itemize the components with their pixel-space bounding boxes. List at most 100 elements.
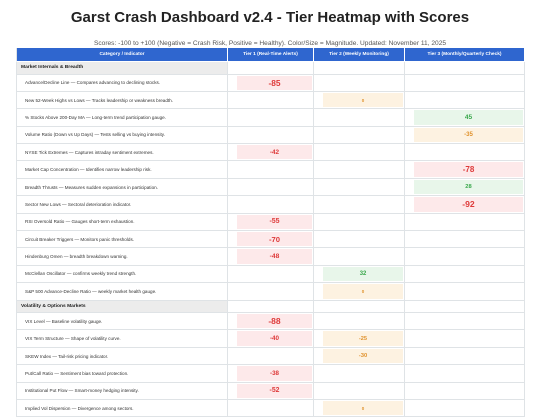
table-row: VIX Term Structure — Shape of volatility… (16, 330, 525, 348)
score-value (414, 401, 523, 415)
indicator-label: Circuit Breaker Triggers — Monitors pani… (16, 231, 228, 249)
indicator-label: Volume Ratio (Down vs Up Days) — Tests s… (16, 126, 228, 145)
score-value: -48 (237, 249, 312, 264)
score-value (237, 110, 312, 124)
score-value: -85 (237, 75, 312, 90)
table-row: NYSE Tick Extremes — Captures intraday s… (16, 144, 525, 162)
score-value: -42 (237, 145, 312, 160)
score-value (237, 180, 312, 194)
score-value (237, 197, 312, 211)
section-empty-cell (405, 300, 525, 314)
table-row: Advance/Decline Line — Compares advancin… (16, 74, 525, 92)
score-value (414, 215, 523, 229)
score-value: -35 (414, 127, 523, 143)
score-cell-tier3 (405, 382, 525, 401)
table-row: Put/Call Ratio — Sentiment bias toward p… (16, 365, 525, 383)
section-empty-cell (228, 62, 314, 75)
table-row: Sector New Lows — Sectoral deterioration… (16, 196, 525, 214)
score-value: -78 (414, 162, 523, 177)
score-cell-tier3 (405, 91, 525, 110)
score-cell-tier1 (228, 178, 314, 197)
indicator-label: VIX Term Structure — Shape of volatility… (16, 330, 228, 348)
indicator-label: Hindenburg Omen — breadth breakdown warn… (16, 248, 228, 266)
score-value (414, 76, 523, 90)
table-header-row: Category / Indicator Tier 1 (Real-Time A… (16, 48, 525, 62)
score-cell-tier3: 45 (405, 109, 525, 127)
score-value (323, 366, 403, 380)
table-body: Market Internals & Breadth Advance/Declin… (16, 62, 525, 417)
score-value: -70 (237, 232, 312, 247)
indicator-label: McClellan Oscillator — confirms weekly t… (16, 265, 228, 284)
score-value (414, 349, 523, 363)
score-value: -88 (237, 314, 312, 329)
score-cell-tier1: -52 (228, 382, 314, 401)
table-row: SKEW Index — Tail-risk pricing indicator… (16, 347, 525, 366)
score-value (323, 145, 403, 159)
indicator-label: S&P 500 Advance-Decline Ratio — weekly m… (16, 283, 228, 301)
score-cell-tier2 (314, 126, 405, 145)
indicator-label: Institutional Put Flow — Smart-money hed… (16, 382, 228, 401)
score-cell-tier2 (314, 109, 405, 127)
score-cell-tier1: -42 (228, 144, 314, 162)
score-value: 28 (414, 179, 523, 195)
score-cell-tier1: -70 (228, 231, 314, 249)
score-value (414, 284, 523, 298)
score-value (237, 349, 312, 363)
score-cell-tier2 (314, 382, 405, 401)
score-cell-tier1: -40 (228, 330, 314, 348)
score-value (414, 331, 523, 345)
score-value (237, 162, 312, 176)
indicator-label: Advance/Decline Line — Compares advancin… (16, 74, 228, 92)
score-value: 0 (323, 401, 403, 416)
score-value (414, 93, 523, 107)
score-cell-tier3 (405, 248, 525, 266)
score-cell-tier1 (228, 126, 314, 145)
score-value (323, 180, 403, 194)
score-cell-tier2: -30 (314, 347, 405, 366)
score-cell-tier2: 0 (314, 283, 405, 301)
score-cell-tier2 (314, 196, 405, 214)
score-value (323, 128, 403, 142)
score-cell-tier2 (314, 365, 405, 383)
score-cell-tier3: -78 (405, 161, 525, 179)
score-cell-tier2: 0 (314, 400, 405, 417)
heatmap-table: Category / Indicator Tier 1 (Real-Time A… (16, 48, 525, 417)
table-row: Circuit Breaker Triggers — Monitors pani… (16, 231, 525, 249)
column-header-indicator: Category / Indicator (16, 48, 228, 62)
score-value: 0 (323, 284, 403, 299)
score-cell-tier1 (228, 283, 314, 301)
indicator-label: RSI Oversold Ratio — Gauges short-term e… (16, 213, 228, 232)
score-cell-tier2: 32 (314, 265, 405, 284)
score-cell-tier3 (405, 330, 525, 348)
score-value (414, 145, 523, 159)
score-value (414, 384, 523, 398)
score-cell-tier3 (405, 213, 525, 232)
score-cell-tier2: 0 (314, 91, 405, 110)
score-value (414, 366, 523, 380)
score-cell-tier1: -88 (228, 313, 314, 331)
score-value: -38 (237, 366, 312, 381)
table-row: RSI Oversold Ratio — Gauges short-term e… (16, 213, 525, 232)
score-cell-tier1 (228, 196, 314, 214)
score-cell-tier3 (405, 313, 525, 331)
score-cell-tier1 (228, 91, 314, 110)
score-value (323, 197, 403, 211)
score-cell-tier3 (405, 283, 525, 301)
score-value: 32 (323, 266, 403, 282)
column-header-tier1: Tier 1 (Real-Time Alerts) (228, 48, 314, 62)
score-value (323, 215, 403, 229)
column-header-tier3: Tier 3 (Monthly/Quarterly Check) (405, 48, 525, 62)
score-cell-tier1: -85 (228, 74, 314, 92)
score-cell-tier3 (405, 347, 525, 366)
score-value (323, 162, 403, 176)
table-row: McClellan Oscillator — confirms weekly t… (16, 265, 525, 284)
score-cell-tier3: 28 (405, 178, 525, 197)
section-label: Volatility & Options Markets (16, 300, 228, 314)
score-value: -40 (237, 331, 312, 346)
table-row: Implied Vol Dispersion — Divergence amon… (16, 400, 525, 417)
score-value (237, 93, 312, 107)
score-value (237, 267, 312, 281)
score-value (323, 384, 403, 398)
score-cell-tier3: -92 (405, 196, 525, 214)
table-row: % Stocks Above 200-Day MA — Long-term tr… (16, 109, 525, 127)
